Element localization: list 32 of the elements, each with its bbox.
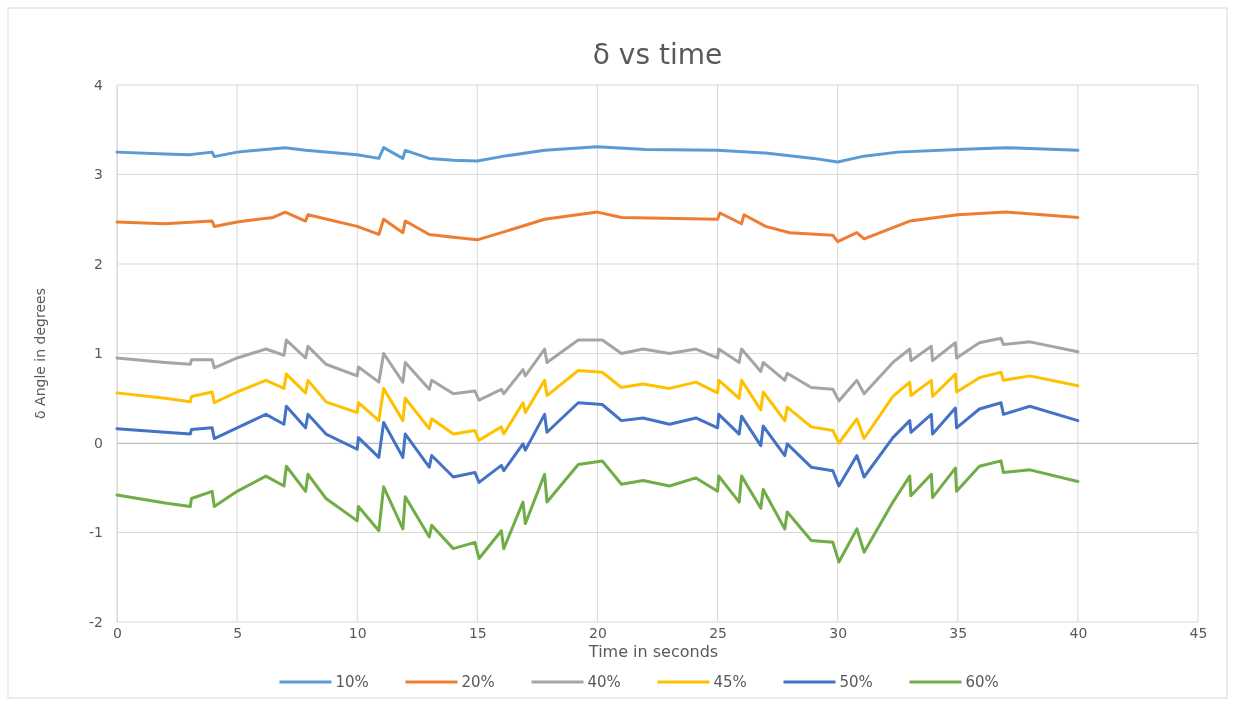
- x-tick-label: 5: [233, 624, 243, 641]
- x-tick-label: 15: [468, 624, 487, 641]
- y-tick-label: 4: [94, 76, 104, 93]
- x-tick-label: 45: [1189, 624, 1208, 641]
- legend-label: 50%: [839, 673, 873, 691]
- y-tick-label: -1: [89, 524, 103, 541]
- line-series: [115, 459, 1080, 564]
- y-tick-label: 0: [94, 434, 103, 451]
- line-series: [115, 210, 1080, 244]
- x-tick-label: 10: [348, 624, 367, 641]
- y-tick-label: 2: [94, 255, 103, 272]
- x-tick-label: 30: [829, 624, 848, 641]
- legend-label: 45%: [713, 673, 747, 691]
- y-axis-title: δ Angle in degrees: [32, 288, 48, 419]
- x-tick-label: 20: [589, 624, 607, 641]
- legend-label: 40%: [587, 673, 621, 691]
- y-tick-label: 3: [94, 166, 103, 183]
- chart-title: δ vs time: [592, 38, 723, 71]
- legend-label: 10%: [335, 673, 369, 691]
- x-tick-label: 25: [709, 624, 727, 641]
- y-tick-label: 1: [94, 345, 103, 362]
- legend-label: 60%: [965, 673, 999, 691]
- line-series: [115, 369, 1080, 445]
- line-series: [115, 401, 1080, 488]
- x-tick-label: 35: [949, 624, 968, 641]
- x-tick-label: 0: [113, 624, 122, 641]
- legend-label: 20%: [461, 673, 495, 691]
- x-tick-label: 40: [1069, 624, 1088, 641]
- y-tick-label: -2: [89, 613, 103, 630]
- line-series: [115, 336, 1080, 403]
- line-series: [115, 145, 1080, 164]
- x-axis-title: Time in seconds: [587, 642, 719, 661]
